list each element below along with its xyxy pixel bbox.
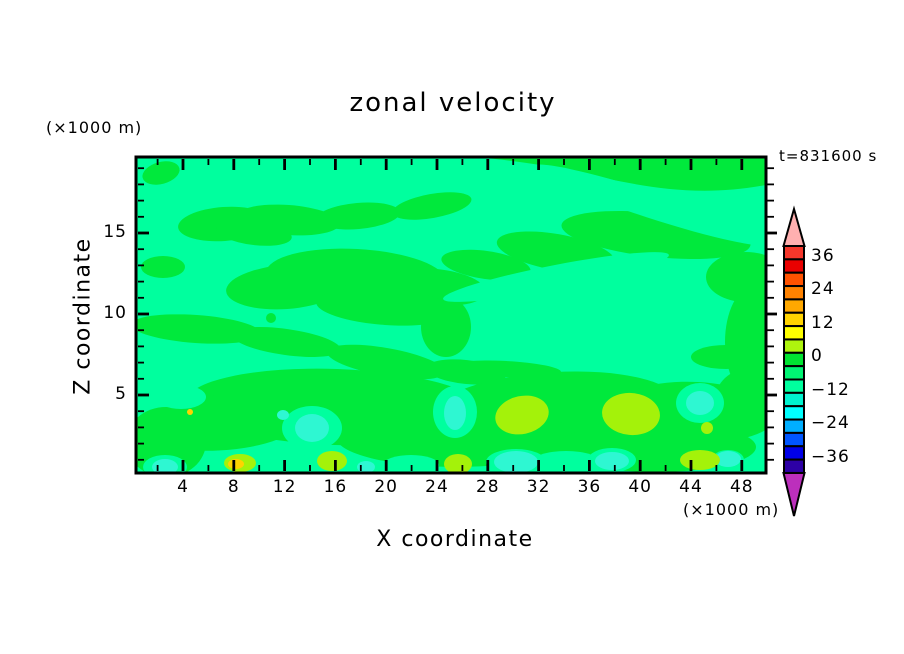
z-tick-label: 15 [103, 222, 127, 242]
contour-region-cyan-blobs [152, 459, 178, 473]
colorbar-box [783, 351, 805, 368]
contour-region-positive-green [392, 192, 472, 220]
contour-region-positive-green [421, 297, 471, 357]
contour-region-positive-green [216, 220, 292, 246]
contour-region-positive-green [136, 407, 206, 473]
contour-region-cyan-blobs [715, 451, 741, 467]
colorbar-label: 24 [811, 279, 835, 299]
x-tick-label: 24 [425, 477, 449, 497]
x-tick-label: 32 [526, 477, 551, 497]
contour-region-chartreuse-blobs [701, 422, 713, 434]
contour-region-positive-green [141, 256, 185, 278]
colorbar-label: 12 [811, 313, 835, 333]
colorbar-box [783, 311, 805, 328]
colorbar-box [783, 298, 805, 314]
colorbar-label: −24 [811, 413, 850, 433]
x-tick-label: 28 [475, 477, 500, 497]
x-tick-label: 20 [374, 477, 399, 497]
contour-region-chartreuse-blobs [495, 395, 549, 435]
colorbar-box [783, 431, 805, 448]
z-axis-unit-label: (×1000 m) [46, 118, 143, 137]
contour-region-cyan-blobs [444, 396, 466, 430]
contour-region-positive-green [326, 344, 446, 380]
plot-title: zonal velocity [349, 88, 557, 118]
contour-region-positive-green [716, 367, 766, 427]
x-axis-unit-label: (×1000 m) [683, 500, 780, 519]
colorbar-box [783, 271, 805, 288]
contour-region-negative-band-holes [156, 385, 206, 409]
colorbar-label: 36 [811, 246, 835, 266]
colorbar-box [783, 378, 805, 394]
colorbar-under-arrow [782, 471, 806, 517]
time-annotation: t=831600 s [779, 147, 878, 165]
colorbar-label: −12 [811, 380, 850, 400]
colorbar-label: −36 [811, 447, 850, 467]
x-axis-title: X coordinate [376, 527, 534, 552]
contour-region-negative-band-holes [531, 451, 601, 473]
contour-region-positive-green [441, 249, 531, 281]
z-tick-label: 10 [103, 303, 127, 323]
colorbar-label: 0 [811, 346, 823, 366]
x-tick-label: 8 [227, 477, 240, 497]
contour-region-positive-green [316, 202, 400, 230]
contour-region-negative-band-holes [443, 252, 669, 302]
colorbar-over-arrow [782, 205, 806, 247]
contour-region-chartreuse-blobs [444, 454, 472, 473]
colorbar-box [783, 365, 805, 381]
contour-region-cyan-blobs [686, 391, 714, 415]
colorbar-box [783, 458, 805, 474]
contour-region-positive-green [266, 313, 276, 323]
x-tick-label: 48 [729, 477, 754, 497]
contour-region-chartreuse-blobs [602, 392, 660, 436]
colorbar-box [783, 405, 805, 421]
contour-region-positive-green [451, 360, 561, 378]
colorbar-box [783, 285, 805, 301]
contour-region-positive-green [136, 314, 261, 344]
plot-frame [134, 155, 768, 475]
contour-region-positive-green [226, 264, 346, 310]
x-tick-label: 12 [272, 477, 297, 497]
x-tick-label: 40 [628, 477, 653, 497]
contour-region-chartreuse-blobs [317, 451, 347, 471]
x-tick-label: 4 [177, 477, 189, 497]
contour-region-cyan-blobs [595, 452, 629, 470]
colorbar-box [783, 391, 805, 408]
x-tick-label: 44 [679, 477, 703, 497]
contour-region-cyan-blobs [357, 461, 375, 473]
colorbar-box [783, 445, 805, 461]
colorbar-box [783, 338, 805, 354]
contour-region-positive-green [142, 161, 180, 185]
contour-region-gold-spots [228, 459, 244, 469]
z-tick-label: 5 [115, 384, 127, 404]
contour-field [136, 157, 766, 473]
colorbar-box [783, 325, 805, 341]
contour-region-chartreuse-blobs [680, 450, 720, 470]
colorbar-box [783, 418, 805, 434]
colorbar-box [783, 258, 805, 274]
contour-region-gold-spots [187, 409, 193, 415]
colorbar-box [783, 245, 805, 261]
contour-region-cyan-blobs [277, 410, 289, 420]
contour-region-cyan-blobs [295, 414, 329, 442]
contour-region-positive-green [691, 345, 761, 369]
contour-region-negative-band-holes [383, 455, 439, 473]
x-tick-label: 36 [577, 477, 602, 497]
contour-region-negative-band-holes [532, 164, 766, 246]
contour-region-positive-green [316, 288, 456, 326]
contour-region-positive-green [231, 327, 341, 357]
contour-region-cyan-blobs [494, 451, 538, 473]
x-tick-label: 16 [323, 477, 348, 497]
